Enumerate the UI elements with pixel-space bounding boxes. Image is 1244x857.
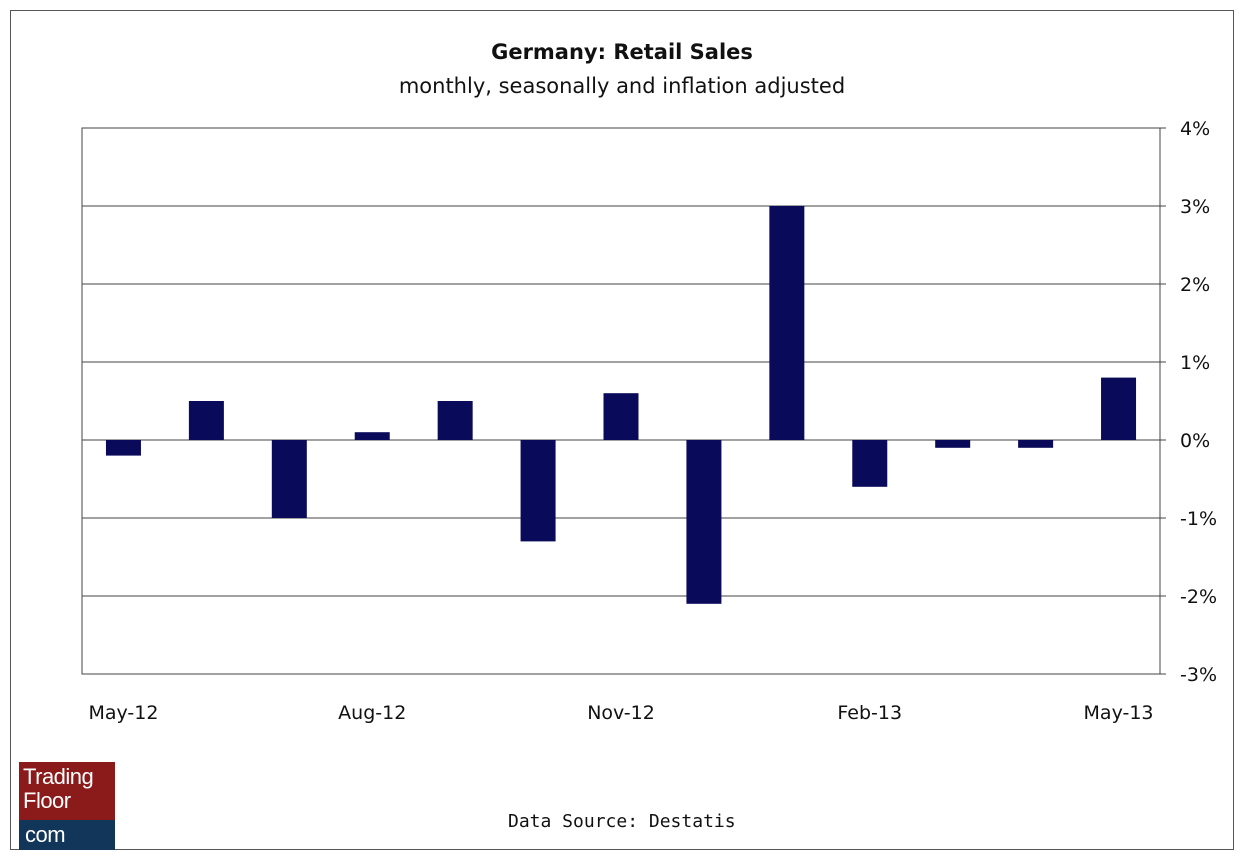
bar: [271, 440, 307, 518]
bar: [437, 401, 473, 440]
logo-blue-block: [19, 820, 115, 850]
bar: [520, 440, 556, 542]
logo-text-floor: Floor: [23, 788, 71, 813]
chart-subtitle: monthly, seasonally and inflation adjust…: [398, 74, 846, 98]
bar: [1101, 377, 1137, 440]
tradingfloor-logo: Trading Floor com: [19, 762, 115, 850]
y-tick-label: 1%: [1180, 352, 1210, 374]
y-tick-label: 3%: [1180, 196, 1210, 218]
bar: [188, 401, 224, 440]
y-tick-label: -3%: [1180, 664, 1217, 686]
y-tick-label: 0%: [1180, 430, 1210, 452]
x-tick-label: May-13: [1084, 702, 1154, 724]
bar: [1018, 440, 1054, 448]
x-tick-label: Feb-13: [837, 702, 902, 724]
y-tick-label: -1%: [1180, 508, 1217, 530]
bar: [852, 440, 888, 487]
x-tick-label: Nov-12: [587, 702, 655, 724]
y-tick-label: 4%: [1180, 118, 1210, 140]
bar: [935, 440, 971, 448]
logo-text-com: com: [25, 822, 66, 847]
logo-text-trading: Trading: [23, 764, 94, 789]
logo-red-block: [19, 762, 115, 820]
y-tick-label: -2%: [1180, 586, 1217, 608]
x-tick-label: Aug-12: [338, 702, 406, 724]
x-tick-label: May-12: [88, 702, 158, 724]
bar: [769, 206, 805, 440]
data-source-note: Data Source: Destatis: [508, 811, 736, 832]
bar: [354, 432, 390, 440]
bar: [603, 393, 639, 440]
y-tick-label: 2%: [1180, 274, 1210, 296]
bar: [105, 440, 141, 456]
chart-title: Germany: Retail Sales: [491, 40, 753, 64]
bar: [686, 440, 722, 604]
